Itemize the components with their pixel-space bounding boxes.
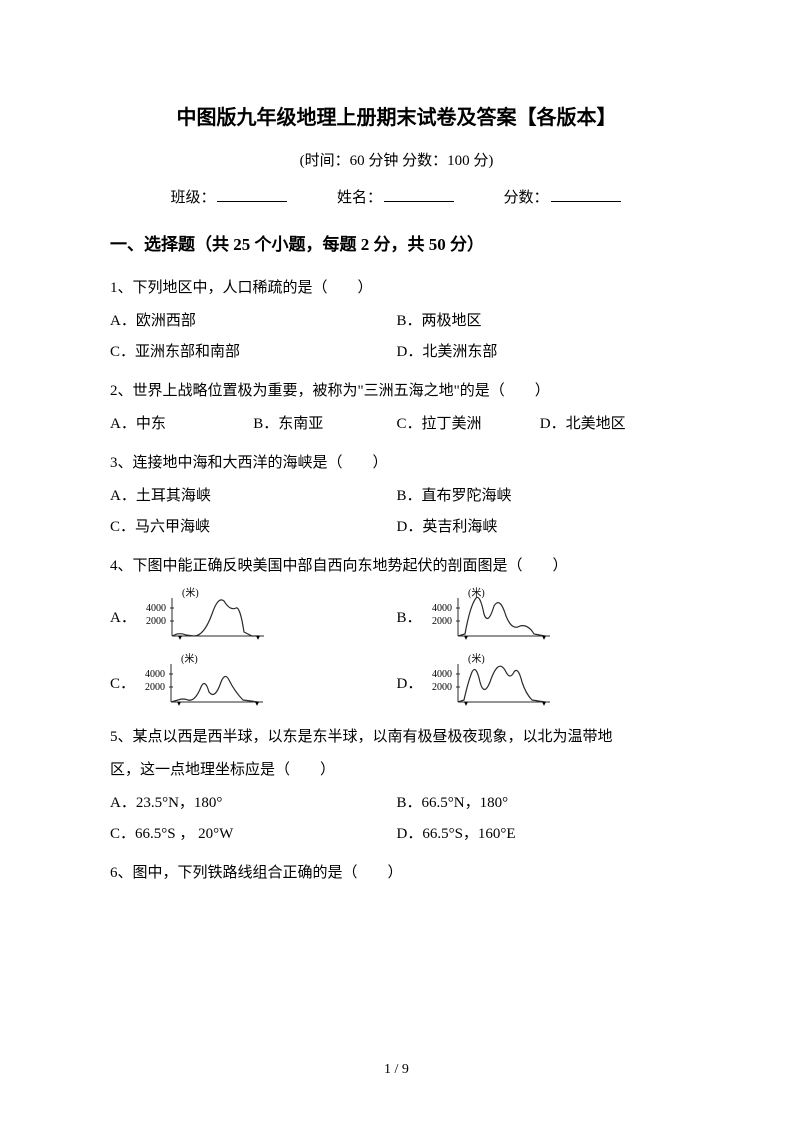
svg-text:4000: 4000: [146, 603, 166, 614]
doc-subtitle: (时间：60 分钟 分数：100 分): [110, 148, 683, 175]
q3-options: A．土耳其海峡 B．直布罗陀海峡 C．马六甲海峡 D．英吉利海峡: [110, 483, 683, 545]
question-1: 1、下列地区中，人口稀疏的是（ ） A．欧洲西部 B．两极地区 C．亚洲东部和南…: [110, 275, 683, 370]
q4-label-A: A．: [110, 605, 136, 644]
q5-optC: C．66.5°S ， 20°W: [110, 821, 397, 848]
q2-optB: B．东南亚: [253, 411, 396, 438]
q4-cell-C: C． (米) 4000 2000 ▾ ▾: [110, 652, 397, 710]
q4-chart-row-2: C． (米) 4000 2000 ▾ ▾ D． (米) 4000 2000: [110, 652, 683, 710]
svg-text:▾: ▾: [177, 699, 181, 708]
question-2: 2、世界上战略位置极为重要，被称为"三洲五海之地"的是（ ） A．中东 B．东南…: [110, 378, 683, 442]
svg-text:(米): (米): [182, 586, 199, 599]
blank-score: [551, 187, 621, 202]
svg-text:4000: 4000: [145, 669, 165, 680]
q4-cell-B: B． (米) 4000 2000 ▾ ▾: [397, 586, 684, 644]
label-class: 班级：: [170, 190, 215, 206]
q5-line1: 5、某点以西是西半球，以东是东半球，以南有极昼极夜现象，以北为温带地: [110, 724, 683, 751]
svg-text:▾: ▾: [255, 699, 259, 708]
q4-text: 4、下图中能正确反映美国中部自西向东地势起伏的剖面图是（ ）: [110, 553, 683, 580]
question-6: 6、图中，下列铁路线组合正确的是（ ）: [110, 860, 683, 887]
q5-options: A．23.5°N，180° B．66.5°N，180° C．66.5°S ， 2…: [110, 790, 683, 852]
q3-optC: C．马六甲海峡: [110, 514, 397, 541]
blank-class: [217, 187, 287, 202]
page-footer: 1 / 9: [0, 1057, 793, 1082]
svg-text:▾: ▾: [178, 633, 182, 642]
svg-text:2000: 2000: [432, 616, 452, 627]
q3-optB: B．直布罗陀海峡: [397, 483, 684, 510]
q1-optC: C．亚洲东部和南部: [110, 339, 397, 366]
q4-label-D: D．: [397, 671, 423, 710]
svg-text:▾: ▾: [464, 633, 468, 642]
svg-text:▾: ▾: [256, 633, 260, 642]
svg-text:4000: 4000: [432, 669, 452, 680]
question-4: 4、下图中能正确反映美国中部自西向东地势起伏的剖面图是（ ） A． (米) 40…: [110, 553, 683, 710]
svg-text:4000: 4000: [432, 603, 452, 614]
q1-optB: B．两极地区: [397, 308, 684, 335]
question-5: 5、某点以西是西半球，以东是东半球，以南有极昼极夜现象，以北为温带地 区，这一点…: [110, 724, 683, 852]
q5-optA: A．23.5°N，180°: [110, 790, 397, 817]
svg-text:2000: 2000: [145, 682, 165, 693]
label-name: 姓名：: [337, 190, 382, 206]
q5-line2: 区，这一点地理坐标应是（ ）: [110, 757, 683, 784]
q4-chart-B: (米) 4000 2000 ▾ ▾: [430, 586, 560, 644]
q4-label-C: C．: [110, 671, 135, 710]
question-3: 3、连接地中海和大西洋的海峡是（ ） A．土耳其海峡 B．直布罗陀海峡 C．马六…: [110, 450, 683, 545]
svg-text:(米): (米): [468, 652, 485, 665]
section-header: 一、选择题（共 25 个小题，每题 2 分，共 50 分）: [110, 230, 683, 261]
q4-chart-row-1: A． (米) 4000 2000 ▾ ▾ B． (米) 4000 2000: [110, 586, 683, 644]
q6-text: 6、图中，下列铁路线组合正确的是（ ）: [110, 860, 683, 887]
q4-cell-A: A． (米) 4000 2000 ▾ ▾: [110, 586, 397, 644]
q3-text: 3、连接地中海和大西洋的海峡是（ ）: [110, 450, 683, 477]
svg-text:(米): (米): [181, 652, 198, 665]
q4-chart-A: (米) 4000 2000 ▾ ▾: [144, 586, 274, 644]
q1-options: A．欧洲西部 B．两极地区 C．亚洲东部和南部 D．北美洲东部: [110, 308, 683, 370]
q4-chart-C: (米) 4000 2000 ▾ ▾: [143, 652, 273, 710]
q4-chart-D: (米) 4000 2000 ▾ ▾: [430, 652, 560, 710]
q2-text: 2、世界上战略位置极为重要，被称为"三洲五海之地"的是（ ）: [110, 378, 683, 405]
q2-optC: C．拉丁美洲: [397, 411, 540, 438]
q2-optD: D．北美地区: [540, 411, 683, 438]
svg-text:2000: 2000: [432, 682, 452, 693]
doc-title: 中图版九年级地理上册期末试卷及答案【各版本】: [110, 100, 683, 136]
q4-cell-D: D． (米) 4000 2000 ▾ ▾: [397, 652, 684, 710]
svg-text:▾: ▾: [542, 633, 546, 642]
q5-optD: D．66.5°S，160°E: [397, 821, 684, 848]
blank-name: [384, 187, 454, 202]
q5-optB: B．66.5°N，180°: [397, 790, 684, 817]
q1-text: 1、下列地区中，人口稀疏的是（ ）: [110, 275, 683, 302]
q2-optA: A．中东: [110, 411, 253, 438]
q1-optA: A．欧洲西部: [110, 308, 397, 335]
q3-optA: A．土耳其海峡: [110, 483, 397, 510]
svg-text:▾: ▾: [464, 699, 468, 708]
q4-label-B: B．: [397, 605, 422, 644]
q1-optD: D．北美洲东部: [397, 339, 684, 366]
label-score: 分数：: [504, 190, 549, 206]
q2-options: A．中东 B．东南亚 C．拉丁美洲 D．北美地区: [110, 411, 683, 442]
q3-optD: D．英吉利海峡: [397, 514, 684, 541]
svg-text:2000: 2000: [146, 616, 166, 627]
svg-text:▾: ▾: [542, 699, 546, 708]
fill-row: 班级： 姓名： 分数：: [110, 185, 683, 212]
